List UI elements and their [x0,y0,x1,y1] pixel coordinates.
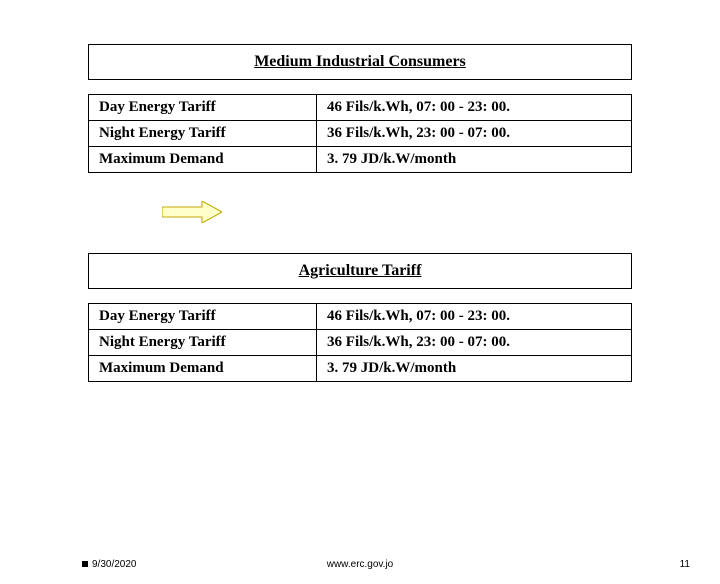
row-value: 36 Fils/k.Wh, 23: 00 - 07: 00. [317,330,632,356]
bullet-icon [82,561,88,567]
section2-title-box: Agriculture Tariff [88,253,632,289]
table-row: Day Energy Tariff 46 Fils/k.Wh, 07: 00 -… [89,304,632,330]
section2-table: Day Energy Tariff 46 Fils/k.Wh, 07: 00 -… [88,303,632,382]
section1-title: Medium Industrial Consumers [254,53,466,71]
row-label: Night Energy Tariff [89,121,317,147]
section1-table: Day Energy Tariff 46 Fils/k.Wh, 07: 00 -… [88,94,632,173]
footer-page-number: 11 [680,559,690,570]
footer-url: www.erc.gov.jo [327,559,394,570]
table-row: Night Energy Tariff 36 Fils/k.Wh, 23: 00… [89,121,632,147]
table-row: Night Energy Tariff 36 Fils/k.Wh, 23: 00… [89,330,632,356]
arrow-icon [162,201,222,223]
row-value: 3. 79 JD/k.W/month [317,147,632,173]
section1-title-box: Medium Industrial Consumers [88,44,632,80]
row-label: Maximum Demand [89,147,317,173]
row-label: Maximum Demand [89,356,317,382]
table-row: Maximum Demand 3. 79 JD/k.W/month [89,147,632,173]
row-value: 36 Fils/k.Wh, 23: 00 - 07: 00. [317,121,632,147]
arrow-shape [162,201,222,223]
row-value: 3. 79 JD/k.W/month [317,356,632,382]
table-row: Maximum Demand 3. 79 JD/k.W/month [89,356,632,382]
footer-date: 9/30/2020 [82,559,137,570]
section2-title: Agriculture Tariff [299,262,422,280]
footer-date-text: 9/30/2020 [92,559,137,570]
slide-footer: 9/30/2020 www.erc.gov.jo 11 [0,550,720,570]
row-value: 46 Fils/k.Wh, 07: 00 - 23: 00. [317,304,632,330]
row-label: Night Energy Tariff [89,330,317,356]
row-label: Day Energy Tariff [89,95,317,121]
table-row: Day Energy Tariff 46 Fils/k.Wh, 07: 00 -… [89,95,632,121]
row-label: Day Energy Tariff [89,304,317,330]
row-value: 46 Fils/k.Wh, 07: 00 - 23: 00. [317,95,632,121]
